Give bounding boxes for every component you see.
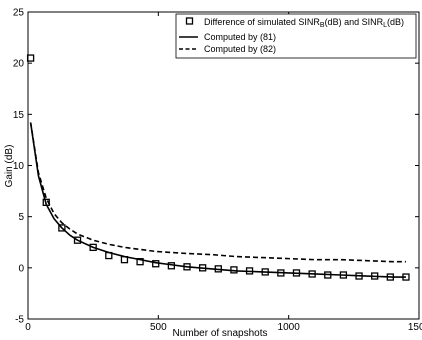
x-tick-label: 1000 [278,322,301,333]
x-axis-label: Number of snapshots [172,328,267,339]
y-tick-label: 20 [13,59,25,70]
y-tick-label: 0 [18,263,24,274]
legend-label-81: Computed by (81) [204,32,276,42]
x-tick-label: 0 [25,322,31,333]
y-tick-label: 10 [13,161,25,172]
legend-box [175,13,417,59]
data-point-square [136,258,144,266]
x-tick-label: 1500 [408,322,422,333]
y-tick-label: 5 [18,212,24,223]
y-ticks: -5 0 5 10 15 20 25 [13,8,419,326]
legend: Difference of simulated SINRB(dB) and SI… [175,13,417,59]
data-point-square [26,54,35,62]
x-tick-label: 500 [150,322,167,333]
y-tick-label: -5 [15,315,24,326]
legend-label-simulated: Difference of simulated SINRB(dB) and SI… [204,17,404,29]
data-point-square [73,236,82,244]
y-tick-label: 15 [13,110,25,121]
series-layer [26,54,410,281]
data-point-square [58,224,66,232]
x-ticks: 0 500 1000 1500 [25,12,422,333]
y-axis-label: Gain (dB) [4,145,15,188]
legend-marker-square [185,17,194,25]
data-point-square [89,243,97,252]
legend-label-82: Computed by (82) [204,44,276,54]
plot-area [27,11,420,320]
y-tick-label: 25 [13,8,25,19]
series-line-81 [29,122,406,278]
